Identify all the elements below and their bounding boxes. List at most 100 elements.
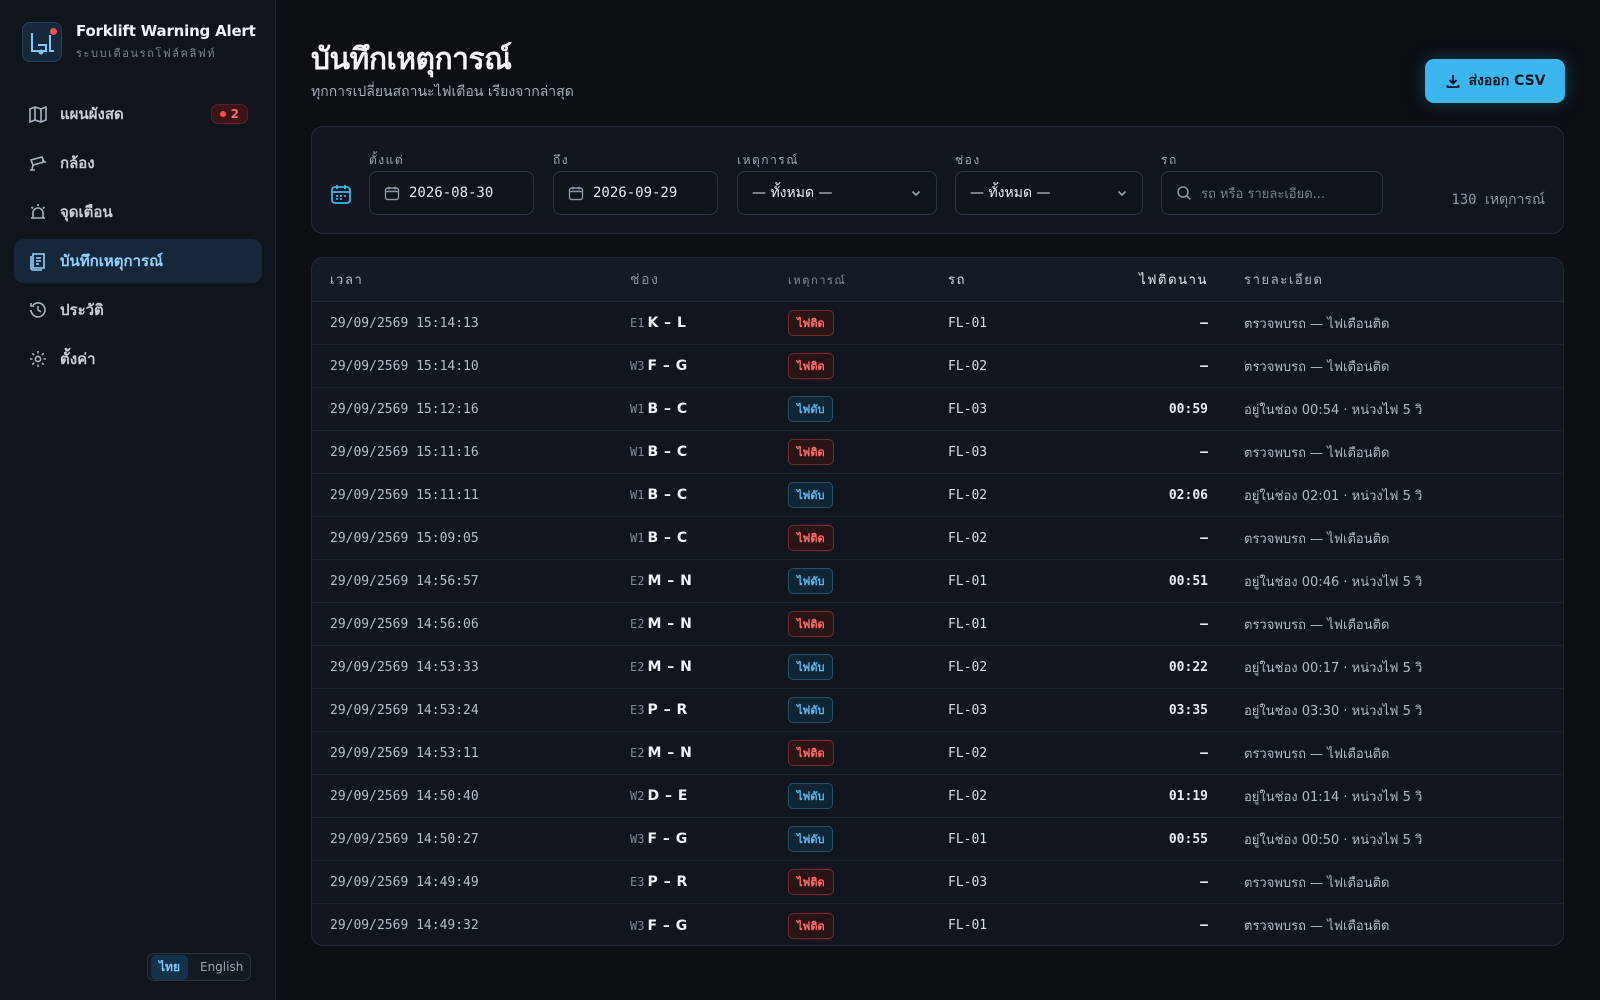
lane-select[interactable]: — ทั้งหมด — [955, 171, 1143, 215]
export-csv-button[interactable]: ส่งออก CSV [1425, 59, 1565, 103]
app-subtitle: ระบบเตือนรถโฟล์คลิฟท์ [76, 47, 217, 60]
sidebar-item-5[interactable]: ตั้งค่า [14, 337, 262, 381]
lane-route: P – R [647, 874, 688, 890]
cell-duration: 00:22 [1168, 659, 1208, 675]
cell-lane: E3 P – R [630, 702, 788, 718]
cell-event: ไฟติด [788, 525, 948, 551]
sidebar-item-0[interactable]: แผนผังสด 2 [14, 92, 262, 136]
cell-time: 29/09/2569 14:56:06 [330, 616, 479, 632]
header-car: รถ [948, 273, 967, 288]
table-row[interactable]: 29/09/2569 14:49:49 E3 P – R ไฟติด FL-03— ตรว… [312, 861, 1563, 904]
lane-code: W3 [630, 918, 645, 933]
table-row[interactable]: 29/09/2569 15:14:13 E1 K – L ไฟติด FL-01— ตรว… [312, 302, 1563, 345]
event-log-table: เวลา ช่อง เหตุการณ์ รถ ไฟติดนาน รายละเอี… [311, 257, 1564, 946]
cell-event: ไฟติด [788, 353, 948, 379]
cell-car: FL-02 [948, 487, 988, 503]
cell-event: ไฟติด [788, 611, 948, 637]
lane-filter-label: ช่อง [955, 153, 981, 167]
sidebar-item-2[interactable]: จุดเตือน [14, 190, 262, 234]
sidebar-item-label: กล้อง [60, 154, 95, 172]
history-icon [30, 302, 46, 318]
sidebar: Forklift Warning Alert ระบบเตือนรถโฟล์คล… [0, 0, 276, 1000]
cell-detail: อยู่ในช่อง 00:50 · หน่วงไฟ 5 วิ [1244, 832, 1423, 848]
cell-lane: W3 F – G [630, 358, 788, 374]
lane-route: M – N [647, 573, 693, 589]
lane-select-value: — ทั้งหมด — [970, 185, 1051, 201]
table-row[interactable]: 29/09/2569 14:50:27 W3 F – G ไฟดับ FL-01 00:5… [312, 818, 1563, 861]
event-select[interactable]: — ทั้งหมด — [737, 171, 937, 215]
cell-detail: ตรวจพบรถ — ไฟเตือนติด [1244, 316, 1390, 332]
sidebar-nav: แผนผังสด 2 กล้องจุดเตือนบันทึกเหตุการณ์ประ… [14, 92, 262, 386]
lane-route: M – N [647, 616, 693, 632]
table-body: 29/09/2569 15:14:13 E1 K – L ไฟติด FL-01— ตรว… [312, 302, 1563, 945]
table-row[interactable]: 29/09/2569 14:53:11 E2 M – N ไฟติด FL-02— ตรว… [312, 732, 1563, 775]
table-row[interactable]: 29/09/2569 14:53:33 E2 M – N ไฟดับ FL-02 00:2… [312, 646, 1563, 689]
event-filter-label: เหตุการณ์ [737, 153, 799, 167]
cell-car: FL-02 [948, 745, 988, 761]
table-row[interactable]: 29/09/2569 14:56:06 E2 M – N ไฟติด FL-01— ตรว… [312, 603, 1563, 646]
lane-code: E2 [630, 746, 645, 760]
event-count: 130 เหตุการณ์ [1451, 192, 1545, 208]
camera-icon [29, 156, 47, 171]
cell-duration: — [1200, 745, 1208, 761]
cell-duration: 00:51 [1168, 573, 1208, 589]
table-row[interactable]: 29/09/2569 14:49:32 W3 F – G ไฟติด FL-01— ตรว… [312, 904, 1563, 945]
cell-time: 29/09/2569 15:14:10 [330, 358, 479, 374]
table-row[interactable]: 29/09/2569 14:50:40 W2 D – E ไฟดับ FL-02 01:1… [312, 775, 1563, 818]
cell-lane: W3 F – G [630, 918, 788, 934]
cell-event: ไฟติด [788, 912, 948, 939]
table-row[interactable]: 29/09/2569 15:14:10 W3 F – G ไฟติด FL-02— ตรว… [312, 345, 1563, 388]
log-icon [30, 253, 45, 271]
cell-event: ไฟดับ [788, 783, 948, 809]
lang-thai-button[interactable]: ไทย [151, 954, 188, 980]
lane-code: W1 [630, 402, 645, 416]
cell-car: FL-01 [948, 573, 988, 589]
lane-route: D – E [647, 788, 688, 804]
cell-duration: 02:06 [1168, 487, 1208, 503]
event-badge: ไฟดับ [788, 826, 834, 852]
cell-time: 29/09/2569 14:50:27 [330, 831, 479, 847]
calendar-icon [331, 185, 351, 204]
table-row[interactable]: 29/09/2569 15:11:11 W1 B – C ไฟดับ FL-02 02:0… [312, 474, 1563, 517]
to-date-input[interactable]: 2026-09-29 [553, 171, 718, 215]
cell-detail: ตรวจพบรถ — ไฟเตือนติด [1244, 359, 1390, 375]
from-date-value: 2026-08-30 [409, 185, 494, 201]
cell-car: FL-01 [948, 831, 988, 847]
cell-lane: E3 P – R [630, 874, 788, 890]
sidebar-item-1[interactable]: กล้อง [14, 141, 262, 185]
car-search-input[interactable]: รถ หรือ รายละเอียด... [1161, 171, 1383, 215]
calendar-icon [568, 186, 584, 201]
lane-code: W1 [630, 488, 645, 502]
language-switch[interactable]: ไทย English [147, 953, 251, 981]
event-badge: ไฟดับ [788, 568, 834, 594]
table-row[interactable]: 29/09/2569 15:12:16 W1 B – C ไฟดับ FL-03 00:5… [312, 388, 1563, 431]
cell-time: 29/09/2569 15:11:16 [330, 444, 479, 460]
download-icon [1446, 75, 1459, 88]
cell-detail: ตรวจพบรถ — ไฟเตือนติด [1244, 919, 1390, 934]
lane-route: M – N [647, 659, 693, 675]
cell-detail: อยู่ในช่อง 03:30 · หน่วงไฟ 5 วิ [1244, 703, 1423, 719]
to-date-value: 2026-09-29 [593, 185, 678, 201]
from-date-input[interactable]: 2026-08-30 [369, 171, 534, 215]
header-detail: รายละเอียด [1244, 273, 1324, 288]
chevron-down-icon [911, 190, 921, 197]
cell-lane: W1 B – C [630, 487, 788, 503]
cell-lane: E2 M – N [630, 573, 788, 589]
table-row[interactable]: 29/09/2569 15:11:16 W1 B – C ไฟติด FL-03— ตรว… [312, 431, 1563, 474]
table-header: เวลา ช่อง เหตุการณ์ รถ ไฟติดนาน รายละเอี… [312, 258, 1563, 302]
lane-route: F – G [647, 358, 688, 374]
cell-car: FL-01 [948, 918, 988, 933]
lane-code: W2 [630, 789, 645, 803]
event-badge: ไฟดับ [788, 654, 834, 680]
forklift-logo-icon [22, 22, 62, 62]
table-row[interactable]: 29/09/2569 14:56:57 E2 M – N ไฟดับ FL-01 00:5… [312, 560, 1563, 603]
event-badge: ไฟดับ [788, 697, 834, 723]
cell-detail: อยู่ในช่อง 02:01 · หน่วงไฟ 5 วิ [1244, 488, 1423, 504]
sidebar-item-3[interactable]: บันทึกเหตุการณ์ [14, 239, 262, 283]
table-row[interactable]: 29/09/2569 14:53:24 E3 P – R ไฟดับ FL-03 03:3… [312, 689, 1563, 732]
table-row[interactable]: 29/09/2569 15:09:05 W1 B – C ไฟติด FL-02— ตรว… [312, 517, 1563, 560]
lang-english-button[interactable]: English [199, 960, 244, 974]
app-title: Forklift Warning Alert [76, 22, 256, 40]
sidebar-item-4[interactable]: ประวัติ [14, 288, 262, 332]
cell-detail: ตรวจพบรถ — ไฟเตือนติด [1244, 875, 1390, 891]
